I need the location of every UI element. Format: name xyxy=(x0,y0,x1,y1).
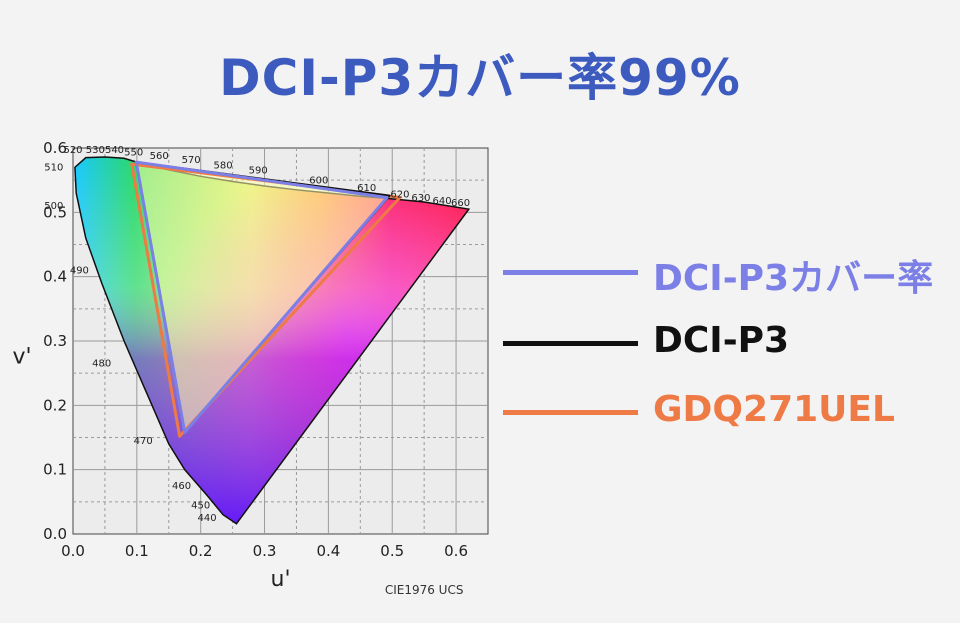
wavelength-label: 620 xyxy=(390,190,409,201)
legend-swatch xyxy=(503,270,638,275)
x-tick-label: 0.0 xyxy=(61,542,85,560)
y-tick-label: 0.1 xyxy=(43,461,67,479)
wavelength-label: 560 xyxy=(150,151,169,162)
wavelength-label: 630 xyxy=(411,193,430,204)
wavelength-label: 540 xyxy=(105,145,124,156)
wavelength-label: 570 xyxy=(182,155,201,166)
y-axis-label: v' xyxy=(12,345,31,370)
wavelength-label: 590 xyxy=(249,166,268,177)
wavelength-label: 440 xyxy=(198,513,217,524)
y-tick-label: 0.0 xyxy=(43,525,67,543)
wavelength-label: 510 xyxy=(44,163,63,174)
legend-label: DCI-P3 xyxy=(653,320,790,361)
x-tick-label: 0.6 xyxy=(444,542,468,560)
wavelength-label: 460 xyxy=(172,481,191,492)
wavelength-label: 500 xyxy=(44,201,63,212)
x-axis-label: u' xyxy=(271,567,291,592)
legend-swatch xyxy=(503,341,638,346)
x-tick-label: 0.4 xyxy=(316,542,340,560)
page-title: DCI-P3カバー率99% xyxy=(219,49,741,107)
chart-caption: CIE1976 UCS xyxy=(385,583,464,597)
gamut-triangle-0 xyxy=(134,160,389,434)
y-tick-label: 0.3 xyxy=(43,332,67,350)
x-tick-label: 0.2 xyxy=(189,542,213,560)
wavelength-label: 490 xyxy=(70,265,89,276)
y-tick-label: 0.4 xyxy=(43,268,67,286)
wavelength-label: 530 xyxy=(86,145,105,156)
wavelength-label: 470 xyxy=(134,436,153,447)
y-tick-label: 0.5 xyxy=(43,203,67,221)
gamut-triangle-0 xyxy=(136,162,388,433)
legend-label: DCI-P3カバー率 xyxy=(653,258,934,299)
legend-swatch xyxy=(503,410,638,415)
wavelength-label: 480 xyxy=(92,359,111,370)
wavelength-label: 660 xyxy=(451,198,470,209)
wavelength-label: 610 xyxy=(357,183,376,194)
wavelength-label: 600 xyxy=(309,175,328,186)
wavelength-label: 520 xyxy=(63,145,82,156)
x-tick-label: 0.1 xyxy=(125,542,149,560)
wavelength-label: 450 xyxy=(191,500,210,511)
legend-label: GDQ271UEL xyxy=(653,389,895,430)
wavelength-label: 640 xyxy=(432,196,451,207)
y-tick-label: 0.2 xyxy=(43,396,67,414)
x-tick-label: 0.5 xyxy=(380,542,404,560)
wavelength-label: 550 xyxy=(124,148,143,159)
wavelength-label: 580 xyxy=(213,161,232,172)
y-tick-label: 0.6 xyxy=(43,139,67,157)
x-tick-label: 0.3 xyxy=(253,542,277,560)
